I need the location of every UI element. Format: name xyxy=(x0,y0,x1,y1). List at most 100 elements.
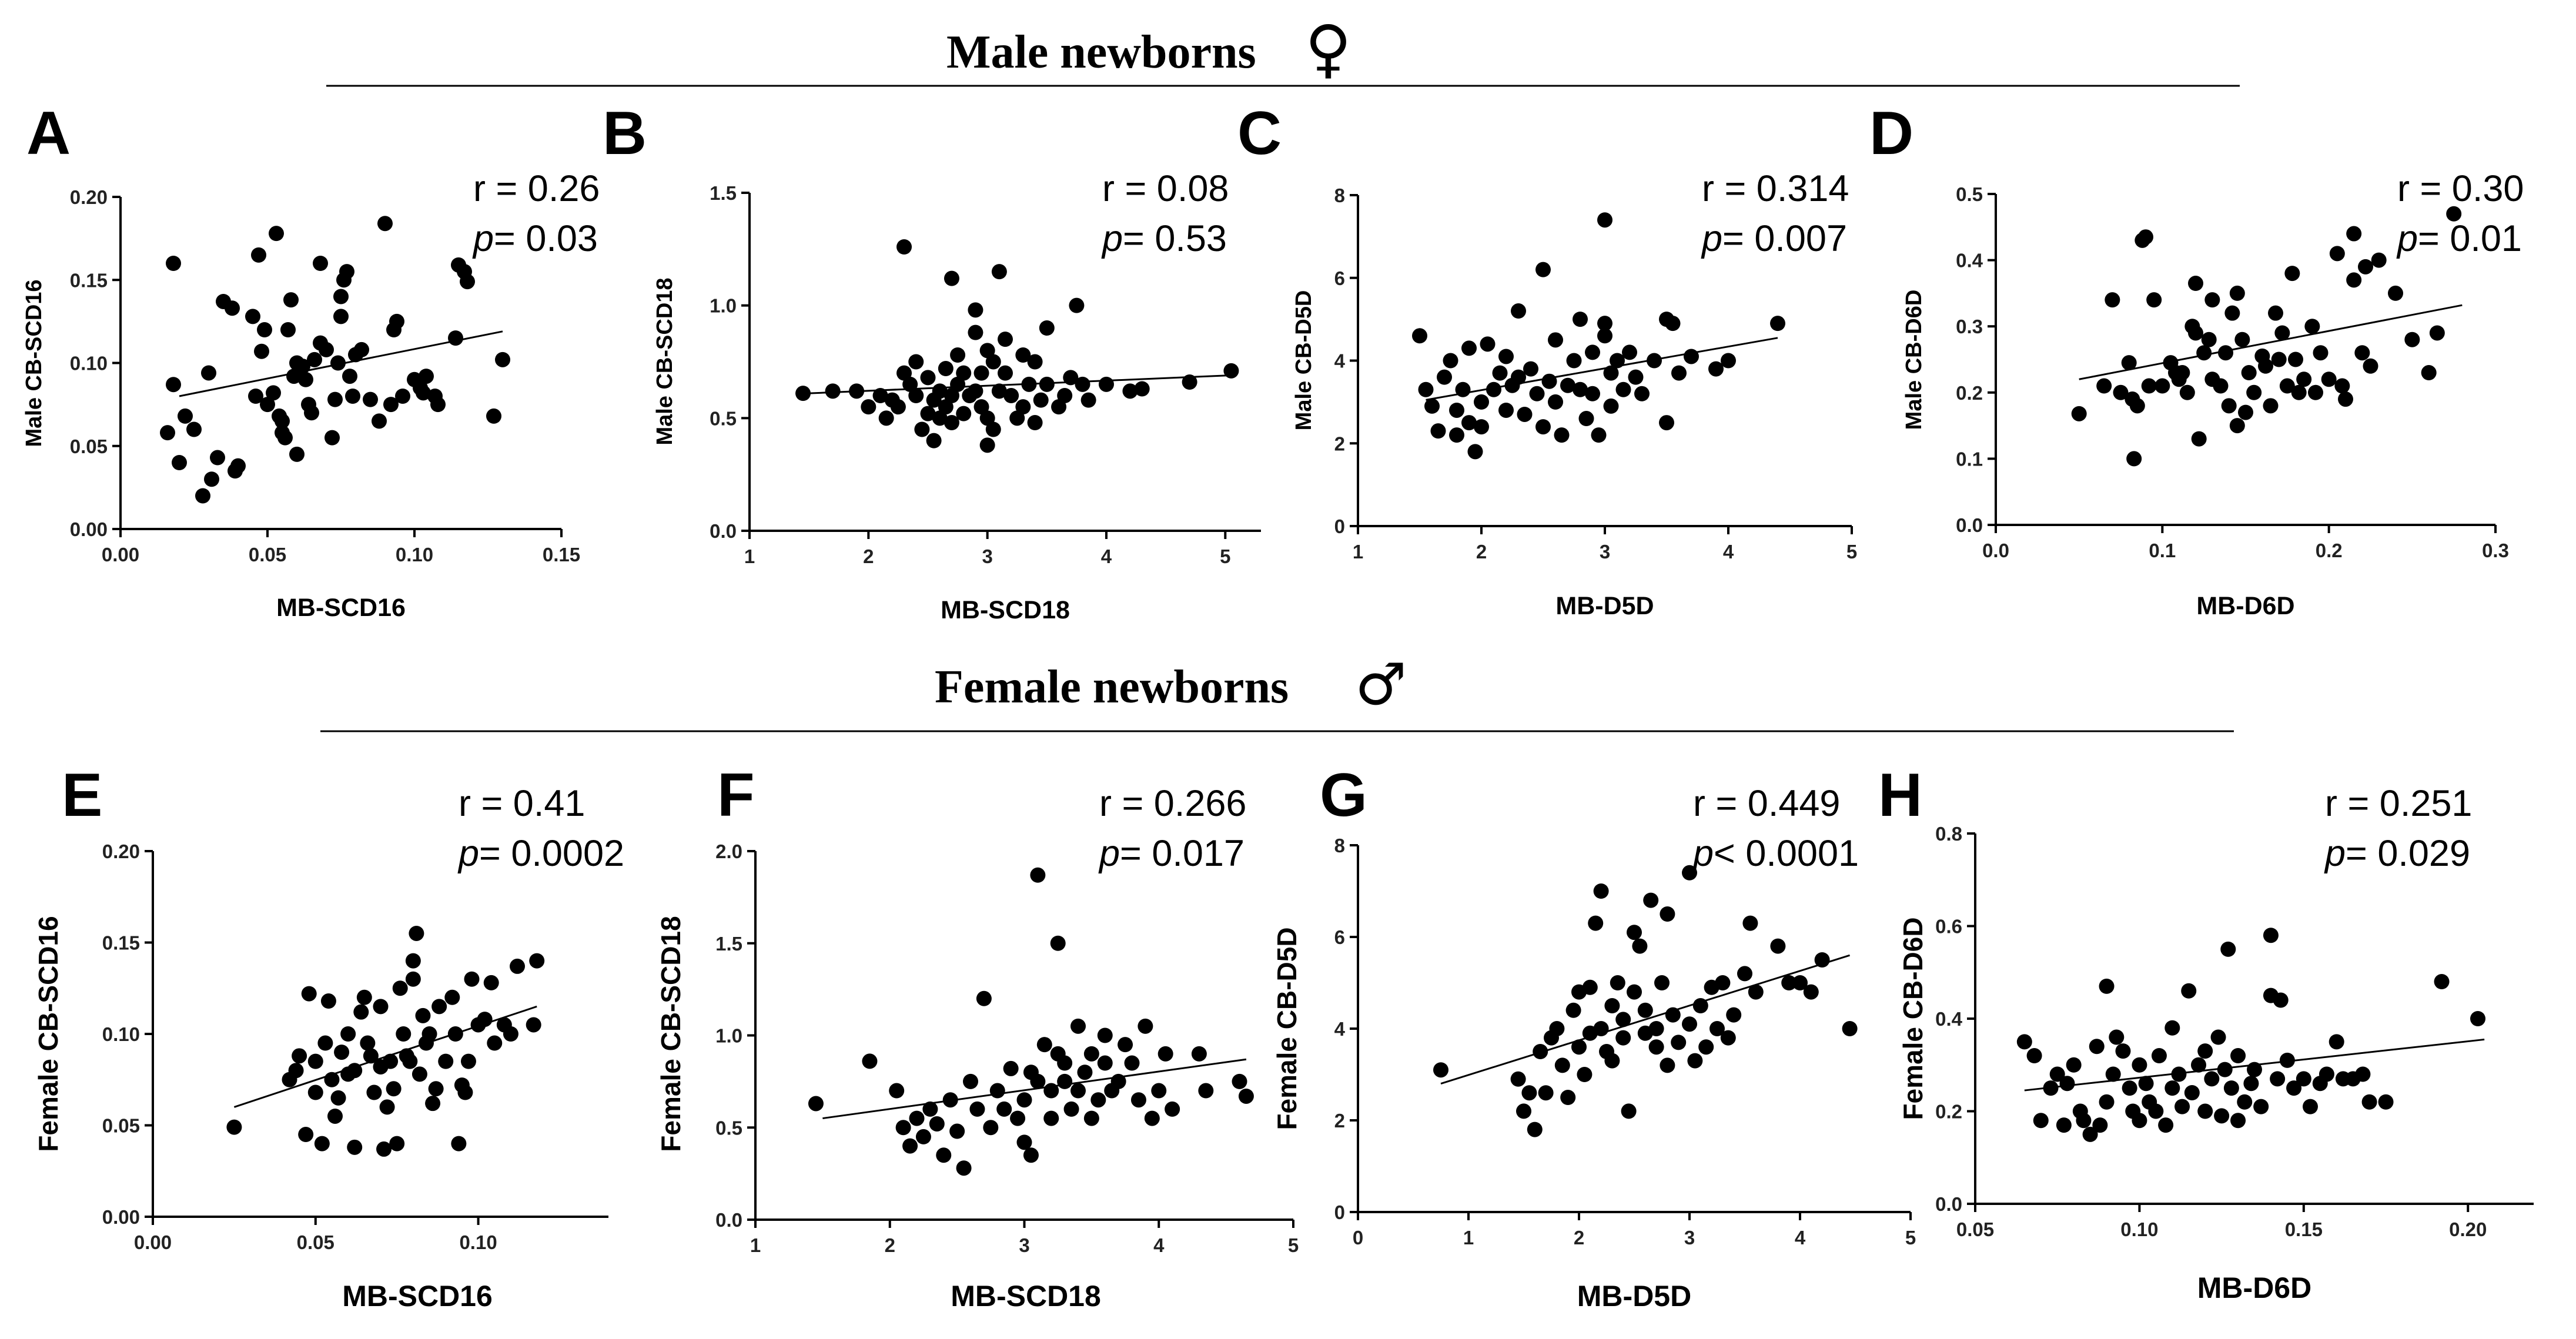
panel-a-point xyxy=(330,355,346,371)
panel-b-point xyxy=(908,354,924,370)
panel-h-point xyxy=(2109,1029,2125,1045)
panel-d-x-tick-label: 0.2 xyxy=(2316,540,2343,561)
panel-a-point xyxy=(430,397,446,413)
panel-f-point xyxy=(1232,1073,1247,1089)
panel-d-point xyxy=(2338,391,2353,407)
panel-a-x-tick-label: 0.00 xyxy=(102,544,139,565)
panel-c-point xyxy=(1573,312,1588,327)
panel-f-x-tick-label: 1 xyxy=(750,1234,761,1256)
panel-b-point xyxy=(914,421,930,437)
panel-a-point xyxy=(324,430,340,446)
panel-g-point xyxy=(1582,979,1598,995)
panel-d-y-tick-label: 0.0 xyxy=(1956,514,1983,536)
panel-a-point xyxy=(342,369,357,384)
panel-h-p-value: p= 0.029 xyxy=(2324,833,2470,874)
panel-b-point xyxy=(872,388,888,403)
panel-g-point xyxy=(1643,892,1659,908)
panel-c-point xyxy=(1517,406,1533,422)
panel-a-point xyxy=(389,313,404,329)
panel-e-point xyxy=(529,953,545,969)
panel-g-point xyxy=(1709,1021,1725,1036)
panel-a-x-label: MB-SCD16 xyxy=(276,594,406,622)
panel-c-point xyxy=(1498,402,1514,418)
panel-c-point xyxy=(1529,386,1545,401)
panel-b-point xyxy=(968,302,983,318)
panel-e-point xyxy=(438,1053,454,1069)
panel-h-point xyxy=(2148,1103,2164,1119)
panel-g-point xyxy=(1726,1007,1742,1023)
panel-c-point xyxy=(1498,349,1514,364)
panel-a-point xyxy=(333,289,349,304)
panel-c-point xyxy=(1511,303,1526,319)
panel-b-point xyxy=(1063,370,1079,386)
panel-h-point xyxy=(2191,1057,2206,1073)
header-female-title: Female newborns xyxy=(935,661,1289,713)
panel-d-letter: D xyxy=(1869,99,1913,168)
panel-a-point xyxy=(363,391,378,407)
panel-g-p-symbol: p xyxy=(1692,833,1714,874)
header-male-title: Male newborns xyxy=(946,26,1256,78)
panel-a-point xyxy=(327,391,343,407)
panel-g-point xyxy=(1521,1085,1537,1101)
panel-g-point xyxy=(1621,1103,1637,1119)
panel-e-point xyxy=(360,1035,376,1051)
panel-h-point xyxy=(2204,1071,2220,1087)
panel-a-point xyxy=(416,385,431,401)
panel-a-p-symbol: p xyxy=(472,218,494,259)
panel-e-x-tick-label: 0.05 xyxy=(297,1231,334,1253)
panel-h-r-value: r = 0.251 xyxy=(2325,783,2472,824)
panel-f-point xyxy=(976,990,992,1006)
panel-a-point xyxy=(201,365,216,381)
panel-g-point xyxy=(1604,1053,1620,1069)
panel-h-point xyxy=(2434,974,2450,989)
panel-h-point xyxy=(2099,1094,2115,1110)
panel-h-point xyxy=(2247,1062,2262,1077)
panel-e-point xyxy=(510,958,525,974)
panel-h: H 0.05 0.10 0.15 0.20 0.0 0.2 0.4 0.6 0.8 MB-D6D Fe… xyxy=(1878,761,2534,1304)
panel-c-point xyxy=(1474,419,1489,435)
panel-c-point xyxy=(1597,328,1612,344)
panel-d-x-tick-label: 0.1 xyxy=(2149,540,2176,561)
panel-a-letter: A xyxy=(26,99,71,168)
header-female: Female newborns ♂ xyxy=(320,651,2234,732)
panel-b-x-label: MB-SCD18 xyxy=(941,596,1070,624)
panel-e-point xyxy=(301,986,317,1002)
panel-b-point xyxy=(908,388,924,403)
panel-b-point xyxy=(849,383,865,399)
panel-b-point xyxy=(968,324,983,340)
panel-e-point xyxy=(307,1084,323,1100)
panel-f-point xyxy=(1138,1018,1153,1034)
panel-e-p-value: p= 0.0002 xyxy=(457,833,624,874)
panel-h-point xyxy=(2217,1062,2233,1077)
panel-b-point xyxy=(950,376,966,392)
panel-d-point xyxy=(2358,259,2373,275)
panel-b-point xyxy=(896,239,912,255)
panel-g-point xyxy=(1615,1030,1631,1046)
panel-a-point xyxy=(333,309,349,324)
panel-d-point xyxy=(2105,292,2120,308)
panel-h-point xyxy=(2164,1080,2180,1096)
panel-c-point xyxy=(1486,381,1501,397)
panel-f-p-value: p= 0.017 xyxy=(1098,833,1244,874)
panel-h-point xyxy=(2059,1076,2075,1092)
panel-b-point xyxy=(1039,320,1055,336)
panel-e-point xyxy=(324,1072,340,1087)
panel-d-point xyxy=(2346,272,2362,288)
panel-h-point xyxy=(2174,1099,2190,1114)
panel-b-point xyxy=(932,410,948,426)
panel-d-point xyxy=(2284,266,2300,282)
panel-h-point xyxy=(2184,1085,2200,1100)
panel-c-point xyxy=(1437,369,1452,385)
panel-a-x-tick-label: 0.10 xyxy=(396,544,433,565)
panel-c-point xyxy=(1560,377,1575,393)
panel-e-points xyxy=(226,925,545,1157)
panel-h-point xyxy=(2043,1080,2059,1096)
panel-c-point xyxy=(1615,381,1631,397)
panel-b-point xyxy=(926,433,942,448)
panel-f-point xyxy=(1050,935,1066,951)
panel-d-point xyxy=(2321,371,2337,387)
panel-b-point xyxy=(1069,297,1085,313)
panel-c-point xyxy=(1665,316,1681,332)
panel-f-point xyxy=(902,1138,918,1154)
